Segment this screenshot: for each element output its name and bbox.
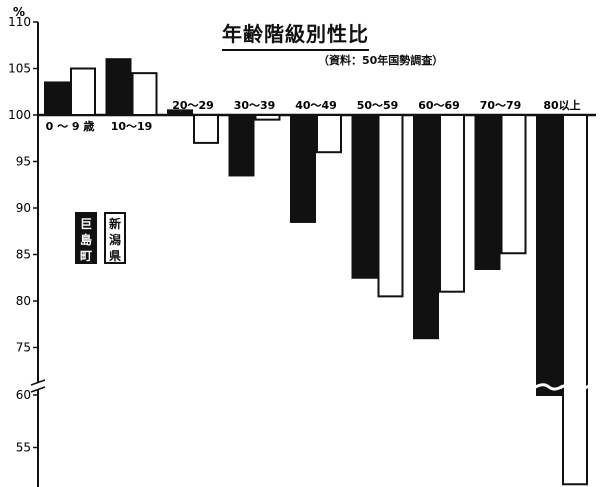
- y-tick-label: 90: [16, 201, 31, 215]
- y-axis-break-mark: [30, 386, 46, 393]
- x-category-label: 40～49: [295, 99, 337, 112]
- bar-series-b: [439, 114, 465, 293]
- bar-series-a: [413, 114, 439, 340]
- bar-break-mark: [559, 383, 591, 391]
- bar-series-a: [536, 114, 562, 396]
- legend-b-char-1: 新: [108, 217, 121, 231]
- y-tick-label: 75: [16, 341, 31, 355]
- bar-series-b: [131, 72, 158, 116]
- legend-a-char-1: 巨: [79, 217, 92, 231]
- x-category-label: 20～29: [172, 99, 214, 112]
- bar-series-b: [562, 114, 588, 486]
- legend-a-char-2: 島: [79, 233, 92, 247]
- chart-title-block: 年齢階級別性比: [222, 18, 369, 51]
- bar-series-a: [290, 114, 316, 223]
- bar-break-mark: [471, 383, 504, 391]
- bar-series-a: [105, 58, 132, 116]
- labels-layer: %110 105 100 95 90 85 80 75 60 55 0 ～ 9 歳 10～19 20～2…: [8, 5, 581, 455]
- bar-series-a: [474, 114, 501, 270]
- bar-series-b: [70, 67, 96, 116]
- bar-series-a: [351, 114, 378, 279]
- y-tick-label: 95: [16, 155, 31, 169]
- bar-series-a: [228, 114, 255, 177]
- x-category-label: 30～39: [234, 99, 276, 112]
- bar-series-b: [254, 114, 281, 121]
- bar-series-a: [167, 109, 193, 116]
- chart-title: 年齢階級別性比: [222, 18, 369, 51]
- y-tick-label: 110: [8, 15, 31, 29]
- legend-a-char-3: 町: [79, 249, 92, 263]
- y-unit-label: %: [13, 5, 25, 19]
- bar-series-a: [44, 81, 70, 116]
- bar-series-b: [316, 114, 342, 154]
- bar-series-b: [500, 114, 527, 255]
- legend-b-char-2: 潟: [108, 233, 121, 247]
- y-tick-label: 85: [16, 248, 31, 262]
- bar-break-mark: [533, 383, 565, 391]
- legend-b-char-3: 県: [108, 249, 121, 263]
- bar-series-b: [377, 114, 404, 298]
- chart-source-note: （資料：50年国勢調査）: [318, 54, 444, 67]
- y-tick-label: 80: [16, 294, 31, 308]
- y-tick-label: 60: [16, 388, 31, 402]
- x-category-label: 60～69: [418, 99, 460, 112]
- x-category-label: 0 ～ 9 歳: [46, 119, 95, 133]
- y-tick-label: 105: [8, 62, 31, 76]
- legend-series-a: 巨 島 町: [75, 212, 97, 264]
- x-category-label: 70～79: [480, 99, 522, 112]
- x-category-label: 50～59: [357, 99, 399, 112]
- bar-series-b: [193, 114, 219, 144]
- y-tick-label: 55: [16, 441, 31, 455]
- y-axis-break-mark: [30, 379, 46, 386]
- x-category-label: 80以上: [543, 98, 580, 112]
- bar-break-mark: [497, 383, 530, 391]
- y-tick-label: 100: [8, 108, 31, 122]
- x-category-label: 10～19: [111, 120, 153, 133]
- legend-series-b: 新 潟 県: [104, 212, 126, 264]
- bars-layer: [44, 58, 591, 486]
